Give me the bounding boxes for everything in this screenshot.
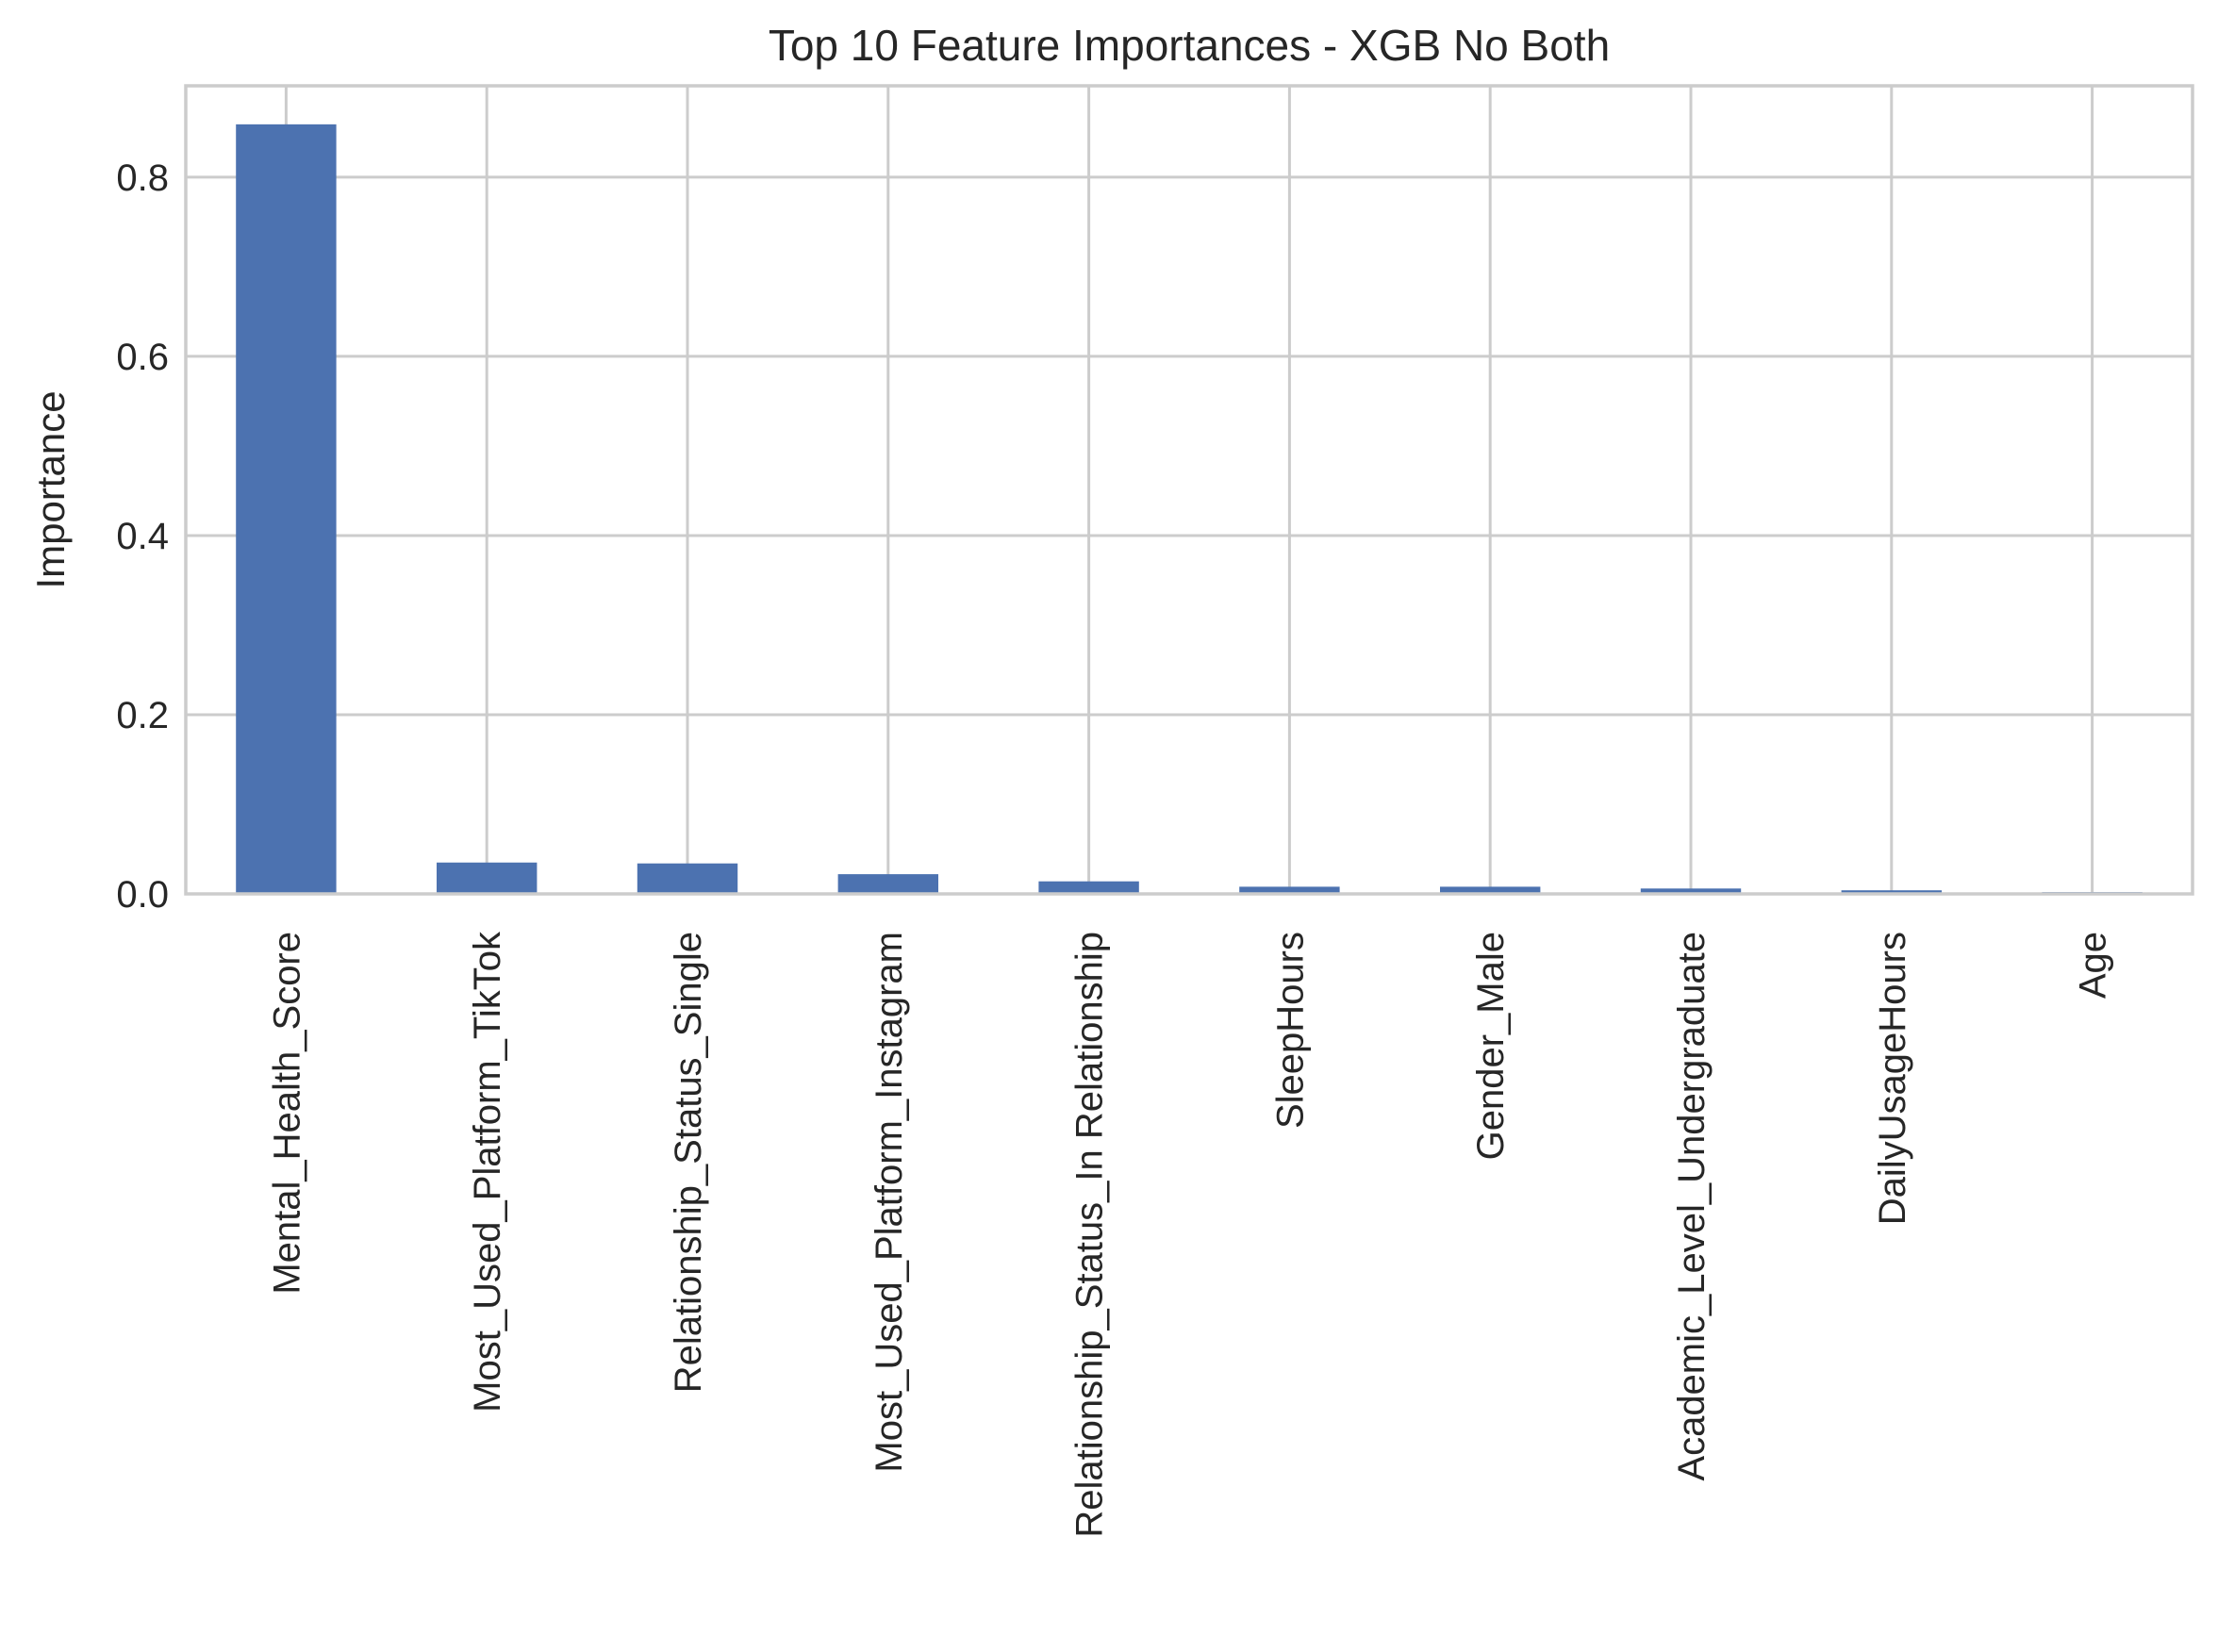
- bar: [1038, 881, 1139, 894]
- x-tick-label: Relationship_Status_In Relationship: [1069, 932, 1111, 1538]
- x-tick-labels: Mental_Health_Score Most_Used_Platform_Ti…: [266, 931, 2113, 1538]
- y-tick-label: 0.8: [116, 157, 169, 199]
- bar-layer: [236, 124, 2143, 895]
- x-tick-label: Most_Used_Platform_Instagram: [869, 932, 910, 1473]
- chart-title: Top 10 Feature Importances - XGB No Both: [769, 21, 1610, 70]
- x-tick-label: Mental_Health_Score: [266, 932, 307, 1295]
- x-tick-label: Age: [2073, 932, 2114, 999]
- y-axis-label: Importance: [28, 390, 73, 588]
- x-tick-label: SleepHours: [1269, 932, 1311, 1129]
- grid-layer: [186, 86, 2193, 896]
- x-tick-label: Relationship_Status_Single: [668, 932, 709, 1393]
- bar: [1640, 888, 1742, 894]
- y-tick-labels: 0.0 0.2 0.4 0.6 0.8: [116, 157, 169, 916]
- bar: [437, 862, 538, 894]
- bar: [637, 863, 738, 894]
- x-tick-label: DailyUsageHours: [1872, 932, 1913, 1225]
- y-tick-label: 0.2: [116, 695, 169, 736]
- bar: [837, 874, 938, 894]
- y-tick-label: 0.6: [116, 337, 169, 378]
- bar: [1841, 890, 1942, 894]
- y-tick-label: 0.4: [116, 516, 169, 557]
- x-tick-label: Gender_Male: [1470, 932, 1512, 1160]
- bar: [1239, 886, 1340, 894]
- x-tick-label: Most_Used_Platform_TikTok: [467, 931, 508, 1412]
- y-tick-label: 0.0: [116, 874, 169, 916]
- bar: [236, 124, 337, 895]
- bar: [1440, 886, 1541, 894]
- plot-frame: [184, 84, 2194, 896]
- x-tick-label: Academic_Level_Undergraduate: [1671, 932, 1713, 1481]
